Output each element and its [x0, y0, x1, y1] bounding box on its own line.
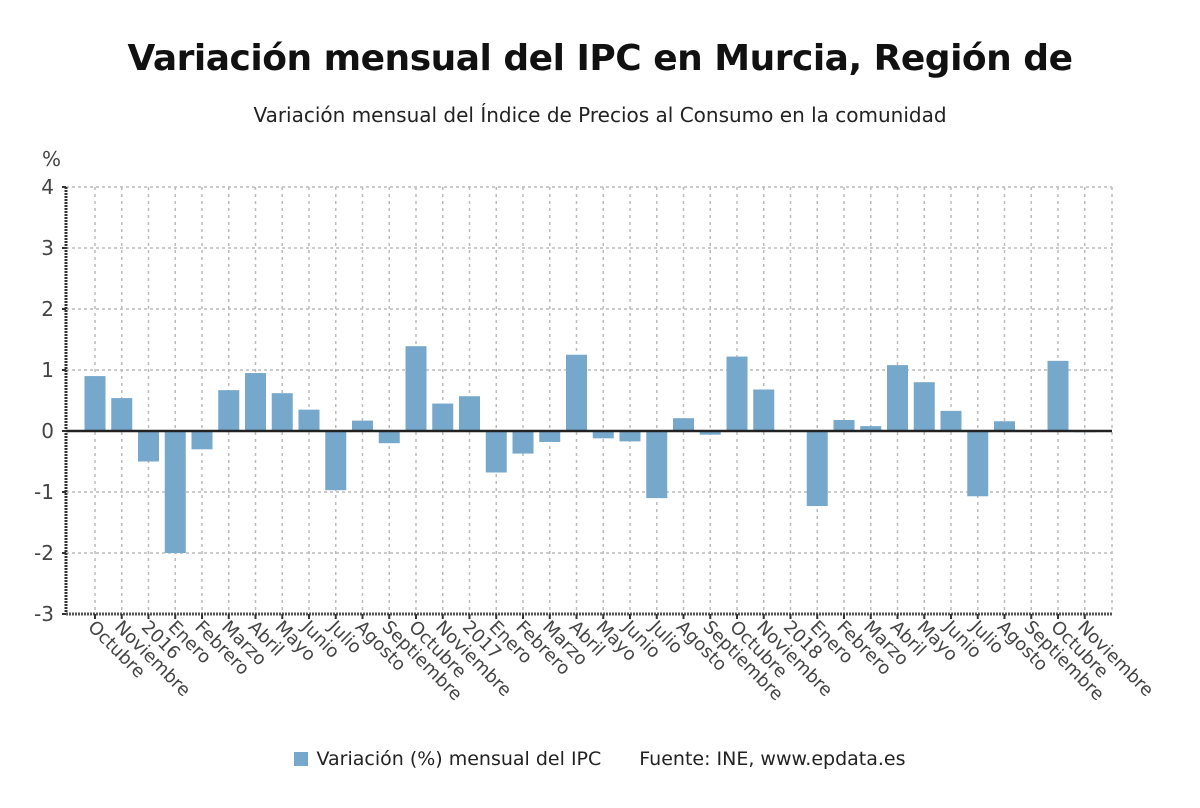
bar [566, 354, 587, 431]
y-tick-label: 0 [41, 419, 54, 443]
legend-swatch [294, 752, 309, 766]
y-axis: 4 3 2 1 0 -1 -2 -3 [34, 175, 68, 626]
bar [592, 431, 614, 439]
bar [138, 431, 159, 462]
chart-subtitle: Variación mensual del Índice de Precios … [253, 103, 947, 127]
bar [352, 420, 373, 431]
bar [940, 410, 962, 431]
bar [432, 403, 454, 431]
grid [66, 186, 1113, 614]
y-tick-label: -1 [34, 480, 54, 504]
x-axis: OctubreNoviembre2016EneroFebreroMarzoAbr… [66, 612, 1158, 705]
bar [218, 390, 240, 431]
bar [405, 346, 427, 431]
bar [539, 431, 561, 442]
source-label: Fuente: INE, www.epdata.es [639, 748, 906, 770]
bar [699, 431, 721, 435]
bar [806, 431, 828, 507]
bar [860, 426, 882, 431]
bar [887, 365, 908, 431]
bar [378, 431, 400, 444]
y-tick-label: 3 [41, 236, 54, 260]
bar [994, 421, 1015, 431]
bar [459, 396, 480, 431]
y-tick-label: -3 [34, 602, 54, 626]
bar [245, 373, 266, 431]
bar [726, 356, 748, 431]
y-tick-label: 1 [41, 358, 54, 382]
bar [325, 431, 347, 491]
bar [753, 389, 775, 431]
bar [111, 398, 133, 431]
y-tick-label: 4 [41, 175, 54, 199]
y-tick-label: 2 [41, 297, 54, 321]
legend: Variación (%) mensual del IPC Fuente: IN… [0, 748, 1200, 770]
legend-series-label: Variación (%) mensual del IPC [316, 748, 602, 770]
bar [646, 431, 668, 499]
bar [84, 376, 106, 431]
bar [485, 431, 507, 473]
bar [673, 418, 694, 431]
y-tick-label: -2 [34, 541, 54, 565]
bar [271, 393, 293, 431]
bar [619, 431, 641, 442]
bar [164, 431, 186, 553]
bar [191, 431, 213, 450]
bars [66, 346, 1112, 553]
bar [298, 409, 320, 431]
y-axis-unit-label: % [42, 147, 61, 171]
bar [967, 431, 989, 497]
bar [1047, 360, 1069, 431]
bar-chart: % 4 3 2 1 0 -1 -2 -3 OctubreNoviembre2016EneroF… [34, 147, 1158, 705]
bar [833, 420, 855, 431]
chart-title: Variación mensual del IPC en Murcia, Reg… [127, 38, 1073, 79]
bar [512, 431, 534, 454]
bar [913, 382, 935, 431]
